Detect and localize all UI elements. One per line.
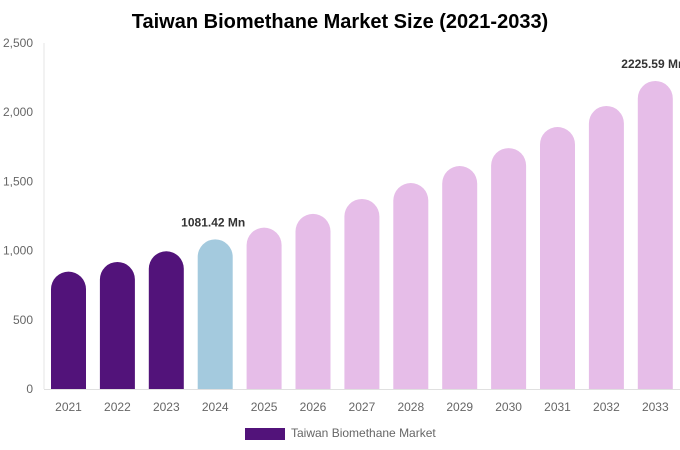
y-tick-label: 2,500 <box>3 36 33 50</box>
bar-2028[interactable] <box>393 183 429 389</box>
bar-2030[interactable] <box>491 148 527 389</box>
x-tick-label: 2026 <box>300 400 327 414</box>
x-tick-label: 2028 <box>397 400 424 414</box>
bar-2023[interactable] <box>148 251 184 389</box>
x-tick-label: 2031 <box>544 400 571 414</box>
legend[interactable]: Taiwan Biomethane Market <box>245 426 436 440</box>
x-tick-label: 2022 <box>104 400 131 414</box>
y-tick-label: 0 <box>26 382 33 396</box>
legend-swatch <box>245 428 285 440</box>
x-tick-label: 2027 <box>349 400 376 414</box>
y-tick-label: 500 <box>13 313 33 327</box>
bar-2029[interactable] <box>442 166 478 389</box>
bar-2026[interactable] <box>295 213 331 389</box>
bar-2022[interactable] <box>99 261 135 389</box>
x-tick-label: 2033 <box>642 400 669 414</box>
x-tick-label: 2023 <box>153 400 180 414</box>
legend-label: Taiwan Biomethane Market <box>291 426 436 440</box>
bar-2021[interactable] <box>51 271 86 389</box>
x-tick-label: 2025 <box>251 400 278 414</box>
bar-2031[interactable] <box>540 127 575 390</box>
data-labels: 1081.42 Mn 2225.59 Mn <box>181 57 680 229</box>
x-tick-label: 2024 <box>202 400 229 414</box>
bar-2025[interactable] <box>246 227 282 389</box>
x-tick-label: 2032 <box>593 400 620 414</box>
bar-2033[interactable] <box>637 80 673 390</box>
bar-2032[interactable] <box>588 105 624 390</box>
x-tick-label: 2021 <box>55 400 82 414</box>
y-tick-label: 1,500 <box>3 174 33 188</box>
y-axis: 0 500 1,000 1,500 2,000 2,500 <box>3 36 33 396</box>
x-tick-label: 2029 <box>446 400 473 414</box>
chart-title: Taiwan Biomethane Market Size (2021-2033… <box>132 11 548 33</box>
y-tick-label: 1,000 <box>3 244 33 258</box>
data-label-2033: 2225.59 Mn <box>621 57 680 71</box>
x-axis: 2021 2022 2023 2024 2025 2026 2027 2028 2029 2030… <box>55 400 669 414</box>
data-label-2024: 1081.42 Mn <box>181 215 245 229</box>
x-tick-label: 2030 <box>495 400 522 414</box>
bar-2027[interactable] <box>344 198 380 389</box>
bar-2024[interactable] <box>197 239 233 389</box>
y-tick-label: 2,000 <box>3 105 33 119</box>
bars <box>51 80 673 390</box>
